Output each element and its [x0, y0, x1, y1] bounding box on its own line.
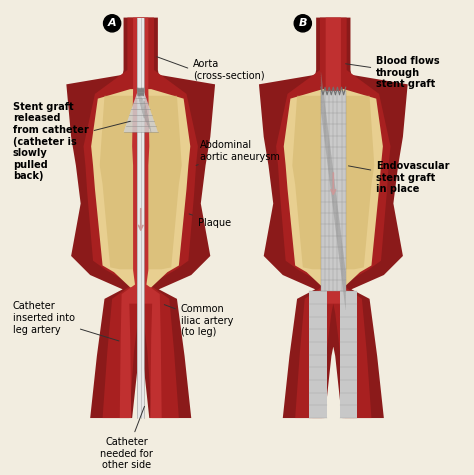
- Polygon shape: [259, 18, 408, 418]
- Polygon shape: [276, 18, 391, 418]
- Text: Endovascular
stent graft
in place: Endovascular stent graft in place: [348, 161, 450, 194]
- Text: Abdominal
aortic aneurysm: Abdominal aortic aneurysm: [196, 140, 280, 165]
- Text: A: A: [108, 19, 117, 28]
- Polygon shape: [91, 89, 190, 287]
- Polygon shape: [292, 96, 374, 269]
- Polygon shape: [137, 18, 144, 418]
- Text: Catheter
inserted into
leg artery: Catheter inserted into leg artery: [13, 301, 119, 341]
- Polygon shape: [312, 18, 354, 418]
- Polygon shape: [120, 18, 162, 418]
- Text: Blood flows
through
stent graft: Blood flows through stent graft: [346, 57, 440, 89]
- Polygon shape: [310, 291, 327, 418]
- Text: B: B: [299, 19, 307, 28]
- Text: Common
iliac artery
(to leg): Common iliac artery (to leg): [164, 304, 233, 337]
- Text: Aorta
(cross-section): Aorta (cross-section): [157, 57, 265, 81]
- Polygon shape: [325, 91, 342, 291]
- Circle shape: [294, 15, 311, 32]
- Polygon shape: [66, 18, 215, 418]
- Polygon shape: [83, 18, 198, 418]
- Text: Plaque: Plaque: [189, 214, 231, 228]
- Polygon shape: [100, 96, 182, 269]
- Circle shape: [103, 15, 121, 32]
- Polygon shape: [124, 92, 158, 132]
- Polygon shape: [284, 89, 383, 287]
- Polygon shape: [321, 91, 346, 291]
- Text: Stent graft
released
from catheter
(catheter is
slowly
pulled
back): Stent graft released from catheter (cath…: [13, 102, 130, 181]
- Text: Catheter
needed for
other side: Catheter needed for other side: [100, 406, 153, 470]
- Polygon shape: [340, 291, 357, 418]
